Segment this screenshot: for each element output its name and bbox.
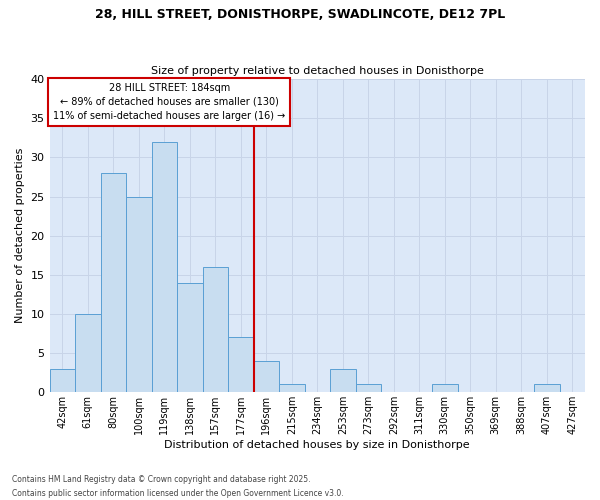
Text: 28 HILL STREET: 184sqm
← 89% of detached houses are smaller (130)
11% of semi-de: 28 HILL STREET: 184sqm ← 89% of detached…	[53, 83, 286, 121]
Bar	[330, 369, 356, 392]
Y-axis label: Number of detached properties: Number of detached properties	[15, 148, 25, 324]
Title: Size of property relative to detached houses in Donisthorpe: Size of property relative to detached ho…	[151, 66, 484, 76]
Bar	[279, 384, 305, 392]
Text: 28, HILL STREET, DONISTHORPE, SWADLINCOTE, DE12 7PL: 28, HILL STREET, DONISTHORPE, SWADLINCOT…	[95, 8, 505, 20]
Bar	[50, 369, 75, 392]
Bar	[228, 338, 254, 392]
Text: Contains HM Land Registry data © Crown copyright and database right 2025.
Contai: Contains HM Land Registry data © Crown c…	[12, 476, 344, 498]
Bar	[356, 384, 381, 392]
Bar	[203, 267, 228, 392]
Bar	[126, 196, 152, 392]
Bar	[432, 384, 458, 392]
Bar	[75, 314, 101, 392]
Bar	[254, 361, 279, 392]
Bar	[101, 173, 126, 392]
Bar	[534, 384, 560, 392]
Bar	[152, 142, 177, 392]
X-axis label: Distribution of detached houses by size in Donisthorpe: Distribution of detached houses by size …	[164, 440, 470, 450]
Bar	[177, 282, 203, 393]
